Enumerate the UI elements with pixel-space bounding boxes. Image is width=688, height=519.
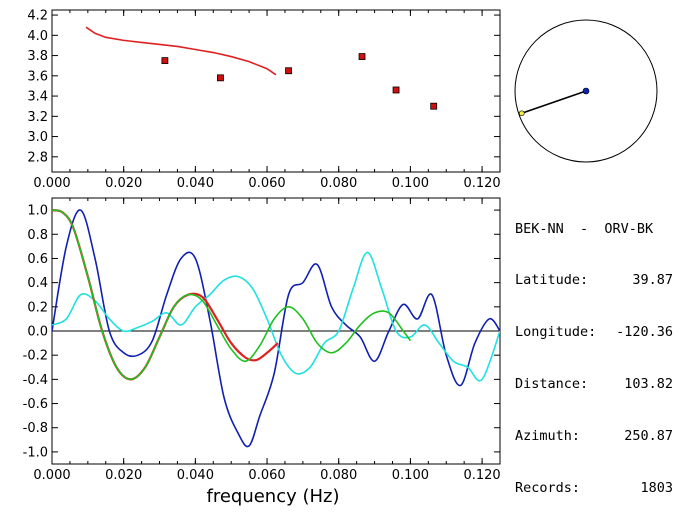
info-value: 1803 bbox=[640, 480, 673, 497]
x-tick-label: 0.020 bbox=[105, 468, 142, 483]
x-tick-label: 0.040 bbox=[177, 176, 214, 191]
measurement-marker bbox=[392, 86, 400, 94]
x-tick-label: 0.080 bbox=[320, 468, 357, 483]
y-tick-label: -1.0 bbox=[23, 445, 48, 460]
info-value: 103.82 bbox=[624, 376, 673, 393]
y-tick-label: 3.4 bbox=[27, 90, 48, 105]
y-tick-label: 0.2 bbox=[27, 300, 48, 315]
coherency-green-line bbox=[52, 209, 412, 381]
source-dot bbox=[518, 110, 525, 117]
y-tick-label: 2.8 bbox=[27, 150, 48, 165]
station-center-dot bbox=[582, 87, 590, 95]
info-key: Latitude: bbox=[515, 272, 589, 289]
y-tick-label: -0.4 bbox=[23, 373, 48, 388]
phase-velocity-curve bbox=[85, 26, 277, 76]
info-value: 39.87 bbox=[632, 272, 673, 289]
azimuth-circle bbox=[514, 19, 658, 163]
info-value: 250.87 bbox=[624, 428, 673, 445]
x-tick-label: 0.000 bbox=[33, 468, 70, 483]
x-tick-label: 0.060 bbox=[248, 468, 285, 483]
y-tick-label: -0.2 bbox=[23, 349, 48, 364]
azimuth-line bbox=[521, 90, 587, 115]
info-value: -120.36 bbox=[616, 324, 673, 341]
info-key: Longitude: bbox=[515, 324, 597, 341]
x-tick-label: 0.120 bbox=[463, 468, 500, 483]
x-tick-label: 0.000 bbox=[33, 176, 70, 191]
info-key: Distance: bbox=[515, 376, 589, 393]
y-tick-label: 4.0 bbox=[27, 29, 48, 44]
measurement-marker bbox=[358, 53, 366, 60]
station-info-panel: BEK-NN - ORV-BK Latitude: 39.87 Longitude… bbox=[515, 186, 673, 515]
info-key: Records: bbox=[515, 480, 581, 497]
info-row-distance: Distance: 103.82 bbox=[515, 376, 673, 393]
x-tick-label: 0.100 bbox=[392, 176, 429, 191]
y-tick-label: 3.0 bbox=[27, 130, 48, 145]
y-tick-label: 1.0 bbox=[27, 204, 48, 219]
x-tick-label: 0.120 bbox=[463, 176, 500, 191]
info-key: Azimuth: bbox=[515, 428, 581, 445]
info-row-records: Records: 1803 bbox=[515, 480, 673, 497]
phase-velocity-chart: 0.000 0.020 0.040 0.060 0.080 0.100 0.120 2.8 3.… bbox=[27, 9, 500, 191]
info-row-longitude: Longitude: -120.36 bbox=[515, 324, 673, 341]
x-tick-label: 0.100 bbox=[392, 468, 429, 483]
y-tick-label: 0.6 bbox=[27, 252, 48, 267]
measurement-marker bbox=[285, 67, 292, 75]
y-tick-label: 3.2 bbox=[27, 110, 48, 125]
x-axis-title: frequency (Hz) bbox=[206, 486, 339, 507]
measurement-marker bbox=[161, 57, 169, 65]
station-pair-label: BEK-NN - ORV-BK bbox=[515, 220, 654, 237]
info-row-latitude: Latitude: 39.87 bbox=[515, 272, 673, 289]
x-tick-label: 0.040 bbox=[177, 468, 214, 483]
y-tick-label: 3.6 bbox=[27, 69, 48, 84]
x-tick-label: 0.080 bbox=[320, 176, 357, 191]
x-tick-label: 0.060 bbox=[248, 176, 285, 191]
coherency-chart: 0.000 0.020 0.040 0.060 0.080 0.100 0.120 -1.0 -… bbox=[23, 197, 501, 483]
coherency-cyan-line bbox=[52, 251, 500, 382]
y-tick-label: 4.2 bbox=[27, 9, 48, 24]
info-row-azimuth: Azimuth: 250.87 bbox=[515, 428, 673, 445]
y-tick-label: -0.8 bbox=[23, 421, 48, 436]
x-tick-label: 0.020 bbox=[105, 176, 142, 191]
plot-frame bbox=[51, 9, 501, 173]
coherency-blue-line bbox=[52, 209, 500, 448]
y-tick-label: -0.6 bbox=[23, 397, 48, 412]
azimuth-circle-plot bbox=[514, 19, 658, 163]
measurement-marker bbox=[217, 74, 224, 82]
y-tick-label: 0.4 bbox=[27, 276, 48, 291]
y-tick-label: 3.8 bbox=[27, 49, 48, 64]
y-tick-label: 0.8 bbox=[27, 228, 48, 243]
y-tick-label: 0.0 bbox=[27, 325, 48, 340]
measurement-marker bbox=[430, 102, 438, 110]
